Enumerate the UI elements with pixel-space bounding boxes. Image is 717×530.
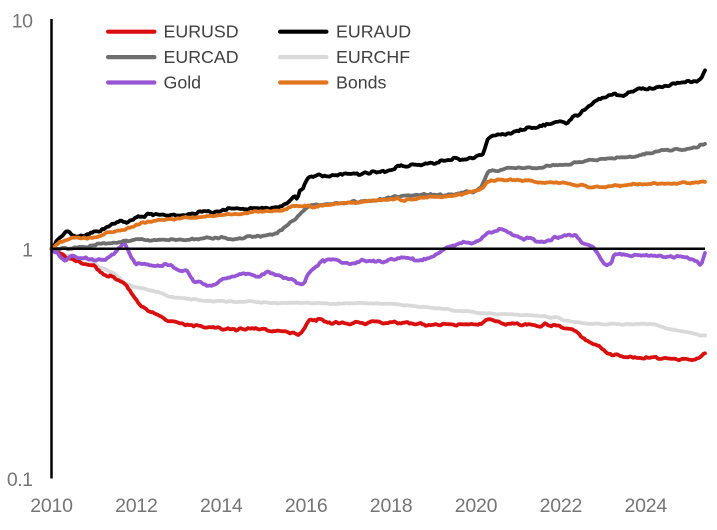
svg-text:2018: 2018 [370, 495, 413, 517]
svg-text:2022: 2022 [540, 495, 583, 517]
svg-text:EURAUD: EURAUD [336, 22, 411, 42]
svg-text:EURCAD: EURCAD [164, 47, 239, 67]
svg-text:EURCHF: EURCHF [336, 47, 410, 67]
svg-text:Gold: Gold [164, 73, 202, 93]
svg-text:2014: 2014 [200, 495, 243, 517]
svg-text:2024: 2024 [625, 495, 668, 517]
svg-text:2010: 2010 [30, 495, 73, 517]
svg-text:2012: 2012 [115, 495, 158, 517]
svg-text:0.1: 0.1 [7, 469, 33, 491]
svg-text:EURUSD: EURUSD [164, 22, 239, 42]
svg-text:10: 10 [12, 11, 33, 33]
svg-text:1: 1 [22, 240, 32, 262]
svg-text:2020: 2020 [455, 495, 498, 517]
svg-text:2016: 2016 [285, 495, 328, 517]
svg-text:Bonds: Bonds [336, 73, 387, 93]
